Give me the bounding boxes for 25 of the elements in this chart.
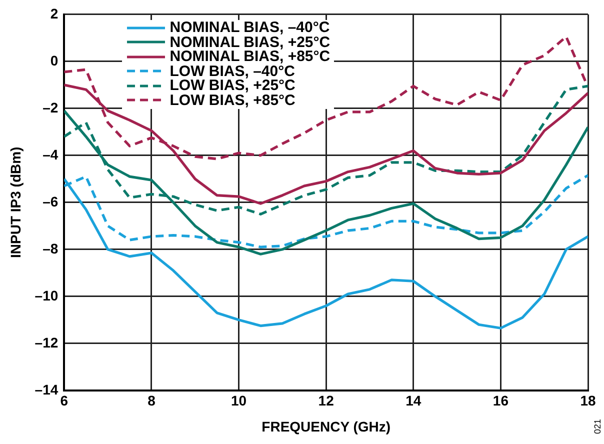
legend-label: LOW BIAS, –40°C xyxy=(170,62,295,80)
legend-label: NOMINAL BIAS, +85°C xyxy=(170,48,330,66)
y-tick-label: –2 xyxy=(42,99,58,116)
x-tick-label: 18 xyxy=(580,392,596,409)
x-tick-label: 14 xyxy=(406,392,422,409)
x-axis-title: FREQUENCY (GHz) xyxy=(262,418,391,434)
x-tick-label: 10 xyxy=(230,392,247,409)
legend-label: LOW BIAS, +25°C xyxy=(170,77,296,94)
y-tick-label: 2 xyxy=(50,5,58,22)
y-tick-label: –4 xyxy=(42,146,58,162)
legend-label: NOMINAL BIAS, +25°C xyxy=(170,34,330,51)
legend-label: LOW BIAS, +85°C xyxy=(170,92,296,109)
x-tick-label: 6 xyxy=(60,392,68,409)
y-tick-label: –10 xyxy=(34,287,58,304)
y-tick-label: –12 xyxy=(34,334,58,350)
legend-label: NOMINAL BIAS, –40°C xyxy=(170,19,330,36)
x-tick-label: 12 xyxy=(318,392,334,409)
y-tick-label: 0 xyxy=(50,52,58,68)
y-tick-label: –6 xyxy=(42,193,58,210)
x-tick-label: 16 xyxy=(492,392,509,409)
y-axis-title: INPUT IP3 (dBm) xyxy=(7,146,24,258)
text: 021 xyxy=(592,418,602,434)
y-tick-label: –14 xyxy=(34,381,58,398)
x-tick-label: 8 xyxy=(148,392,156,409)
y-tick-label: –8 xyxy=(42,240,58,256)
